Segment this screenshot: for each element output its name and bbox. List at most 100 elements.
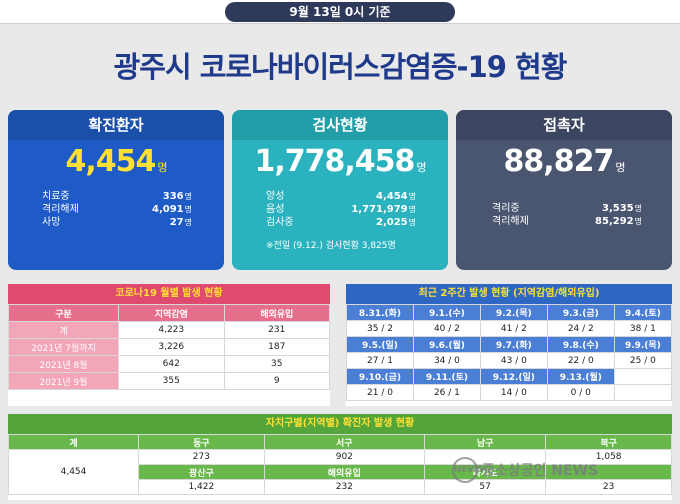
date-header: 9.2.(목)	[479, 304, 548, 321]
contacts-card-title: 접촉자	[456, 110, 672, 140]
table-row: 35 / 2 40 / 2 41 / 2 24 / 2 38 / 1	[346, 320, 673, 337]
tests-total-value: 1,778,458	[254, 144, 415, 179]
row-unit: 명	[408, 192, 416, 201]
contacts-card: 접촉자 88,827 명 격리중 3,535명 격리해제 85,292명	[456, 110, 672, 270]
confirmed-row: 격리해제 4,091명	[42, 203, 192, 216]
tests-row: 검사중 2,025명	[266, 216, 416, 229]
confirmed-rows: 치료중 336명 격리해제 4,091명 사망 27명	[42, 190, 192, 229]
district-table-title: 자치구별(지역별) 확진자 발생 현황	[8, 414, 672, 434]
date-header-row: 9.5.(일) 9.6.(월) 9.7.(화) 9.8.(수) 9.9.(목)	[346, 336, 673, 353]
table-cell: 57	[423, 479, 547, 495]
confirmed-card-title: 확진환자	[8, 110, 224, 140]
table-header-row: 구분 지역감염 해외유입	[8, 304, 330, 322]
tests-rows: 양성 4,454명 음성 1,771,979명 검사중 2,025명	[266, 190, 416, 229]
tests-card-title: 검사현황	[232, 110, 448, 140]
date-header-row: 9.10.(금) 9.11.(토) 9.12.(일) 9.13.(월)	[346, 368, 673, 385]
column-header: 동구	[138, 434, 265, 450]
tests-total-unit: 명	[416, 161, 426, 174]
date-header: 9.7.(화)	[479, 336, 548, 353]
table-cell: 34 / 0	[412, 352, 481, 369]
monthly-table: 코로나19 월별 발생 현황 구분 지역감염 해외유입 계 4,223 231 …	[8, 284, 330, 406]
row-value: 4,454	[375, 191, 408, 202]
date-header: 9.6.(월)	[412, 336, 481, 353]
table-cell: 24 / 2	[546, 320, 615, 337]
tests-note: ※전일 (9.12.) 검사현황 3,825명	[266, 241, 396, 251]
date-header: 9.12.(일)	[479, 368, 548, 385]
table-row: 계 4,223 231	[8, 321, 330, 339]
top-bar: 9월 13일 0시 기준	[0, 0, 680, 24]
date-header: 9.9.(목)	[613, 336, 673, 353]
row-value: 3,535	[601, 203, 634, 214]
empty-cell	[613, 368, 673, 385]
column-header: 광산구	[138, 464, 265, 480]
column-header: 서구	[263, 434, 425, 450]
table-cell: 25 / 0	[613, 352, 673, 369]
table-cell: 902	[263, 449, 425, 465]
table-cell: 38 / 1	[613, 320, 673, 337]
table-cell: 3,226	[118, 338, 225, 356]
table-cell: 23	[545, 479, 672, 495]
table-cell: 22 / 0	[546, 352, 615, 369]
page-title: 광주시 코로나바이러스감염증-19 현황	[113, 50, 568, 84]
table-row: 1,422 232 57 23	[9, 479, 672, 495]
confirmed-card: 확진환자 4,454 명 치료중 336명 격리해제 4,091명 사망 27명	[8, 110, 224, 270]
date-label: 9월 13일 0시 기준	[225, 2, 455, 22]
contacts-row: 격리해제 85,292명	[492, 215, 642, 228]
table-cell: 43 / 0	[479, 352, 548, 369]
table-cell: 40 / 2	[412, 320, 481, 337]
row-label: 음성	[266, 204, 285, 215]
column-header: 해외유입	[263, 464, 425, 480]
table-cell: 26 / 1	[412, 384, 481, 401]
table-cell: 187	[223, 338, 330, 356]
table-cell: 21 / 0	[346, 384, 414, 401]
row-value: 2,025	[375, 217, 408, 228]
table-cell: 231	[223, 321, 330, 339]
date-header: 8.31.(화)	[346, 304, 414, 321]
confirmed-row: 사망 27명	[42, 216, 192, 229]
table-cell: 41 / 2	[479, 320, 548, 337]
date-header-row: 8.31.(화) 9.1.(수) 9.2.(목) 9.3.(금) 9.4.(토)	[346, 304, 673, 321]
row-value: 27	[169, 217, 184, 228]
total-value: 4,454	[8, 449, 139, 495]
column-header	[545, 464, 672, 480]
row-label: 2021년 9월	[8, 372, 119, 390]
row-value: 336	[162, 191, 184, 202]
date-header: 9.11.(토)	[412, 368, 481, 385]
column-header: 해외유입	[223, 304, 330, 322]
date-header: 9.5.(일)	[346, 336, 414, 353]
row-label: 검사중	[266, 217, 294, 228]
row-value: 85,292	[595, 216, 634, 227]
table-header-row: 계 동구 서구 남구 북구	[8, 434, 672, 450]
tests-row: 음성 1,771,979명	[266, 203, 416, 216]
empty-cell	[613, 384, 673, 401]
recent-table: 최근 2주간 발생 현황 (지역감염/해외유입) 8.31.(화) 9.1.(수…	[346, 284, 673, 406]
row-label: 2021년 7월까지	[8, 338, 119, 356]
row-unit: 명	[634, 204, 642, 213]
contacts-total: 88,827 명	[456, 144, 672, 179]
row-unit: 명	[634, 217, 642, 226]
table-cell: 35	[223, 355, 330, 373]
date-header: 9.1.(수)	[412, 304, 481, 321]
news-watermark: NEWS 중소상공인 NEWS	[452, 456, 676, 484]
tests-row: 양성 4,454명	[266, 190, 416, 203]
table-cell: 642	[118, 355, 225, 373]
date-header: 9.10.(금)	[346, 368, 414, 385]
table-cell: 35 / 2	[346, 320, 414, 337]
confirmed-row: 치료중 336명	[42, 190, 192, 203]
district-table: 자치구별(지역별) 확진자 발생 현황 계 동구 서구 남구 북구 4,454 …	[8, 414, 672, 500]
table-row: 21 / 0 26 / 1 14 / 0 0 / 0	[346, 384, 673, 401]
table-row: 2021년 7월까지 3,226 187	[8, 338, 330, 356]
row-value: 1,771,979	[351, 204, 408, 215]
confirmed-total-value: 4,454	[65, 144, 156, 179]
contacts-total-value: 88,827	[503, 144, 615, 179]
table-cell: 14 / 0	[479, 384, 548, 401]
monthly-table-title: 코로나19 월별 발생 현황	[8, 284, 330, 304]
row-label: 격리중	[492, 203, 520, 214]
row-value: 4,091	[151, 204, 184, 215]
row-label: 계	[8, 321, 119, 339]
row-label: 2021년 8월	[8, 355, 119, 373]
column-header: 북구	[545, 434, 672, 450]
contacts-row: 격리중 3,535명	[492, 202, 642, 215]
watermark-text: 중소상공인 NEWS	[482, 463, 599, 479]
table-row: 2021년 8월 642 35	[8, 355, 330, 373]
